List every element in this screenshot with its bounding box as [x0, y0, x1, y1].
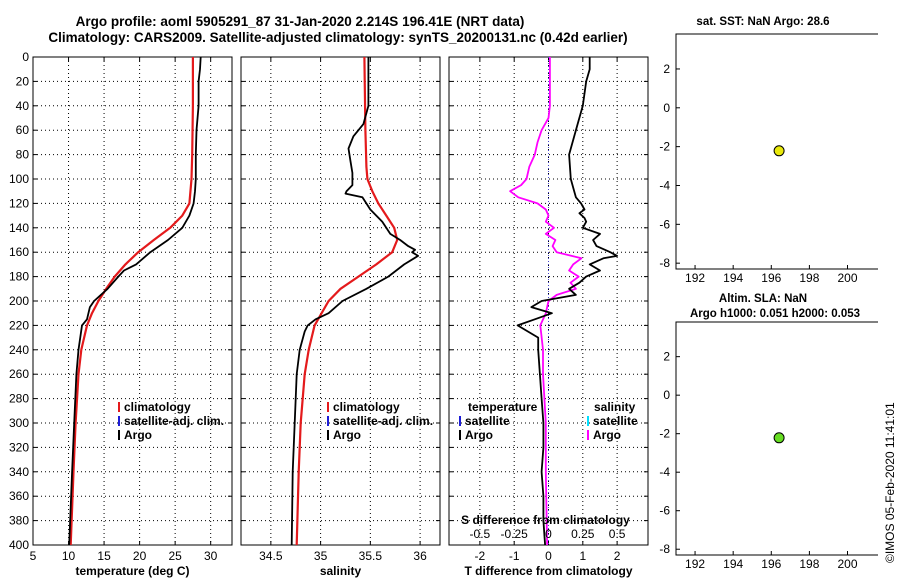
sla-x-tick-label: 192 [685, 557, 705, 571]
salinity-x-tick-label: 36 [413, 549, 427, 563]
sla-y-tick-label: -6 [659, 504, 670, 518]
depth-tick-label: 120 [9, 196, 29, 210]
sla-y-tick-label: -4 [659, 465, 670, 479]
depth-tick-label: 160 [9, 245, 29, 259]
temperature-x-tick-label: 15 [97, 549, 111, 563]
salinity-difference-tick-label: 0.5 [609, 527, 626, 541]
sla-y-tick-label: -8 [659, 542, 670, 556]
sla-position-marker [773, 432, 785, 444]
depth-tick-label: 300 [9, 416, 29, 430]
salinity-argo-line [290, 57, 420, 546]
temperature-climatology-line [69, 57, 194, 546]
salinity-x-axis-label: salinity [320, 564, 362, 578]
depth-tick-label: 260 [9, 367, 29, 381]
depth-tick-label: 200 [9, 294, 29, 308]
temperature-legend-title: temperature [468, 400, 538, 414]
temperature-difference-line [516, 57, 618, 546]
depth-tick-label: 140 [9, 221, 29, 235]
sst-title: sat. SST: NaN Argo: 28.6 [696, 16, 829, 28]
salinity-difference-line [509, 57, 583, 546]
difference-temperature-legend-label: satellite [465, 414, 510, 428]
depth-tick-label: 280 [9, 392, 29, 406]
difference-x-tick-label: 2 [614, 549, 621, 563]
difference-x-axis-label: T difference from climatology [464, 564, 632, 578]
sst-x-tick-label: 192 [685, 271, 705, 285]
temperature-argo-line [68, 56, 202, 546]
salinity-difference-tick-label: -0.25 [501, 527, 529, 541]
salinity-difference-tick-label: 0 [545, 527, 552, 541]
sst-axes [675, 33, 878, 270]
title-line-1: Argo profile: aoml 5905291_87 31-Jan-202… [76, 14, 525, 29]
sst-position-marker [773, 145, 785, 157]
temperature-legend-label: satellite-adj. clim. [124, 414, 224, 428]
sst-x-tick-label: 194 [723, 271, 743, 285]
temperature-legend-label: climatology [124, 400, 191, 414]
difference-x-tick-label: 1 [579, 549, 586, 563]
temperature-x-tick-label: 25 [168, 549, 182, 563]
sst-x-tick-label: 196 [761, 271, 781, 285]
temperature-x-tick-label: 30 [204, 549, 218, 563]
temperature-legend-label: Argo [124, 428, 152, 442]
salinity-x-tick-label: 35.5 [359, 549, 383, 563]
sla-y-tick-label: -2 [659, 427, 670, 441]
depth-tick-label: 400 [9, 538, 29, 552]
salinity-legend-label: Argo [333, 428, 361, 442]
sla-y-tick-label: 0 [663, 388, 670, 402]
depth-tick-label: 360 [9, 489, 29, 503]
depth-tick-label: 100 [9, 172, 29, 186]
salinity-climatology-line [295, 56, 399, 546]
sst-x-tick-label: 198 [799, 271, 819, 285]
temperature-x-tick-label: 20 [133, 549, 147, 563]
depth-tick-label: 220 [9, 318, 29, 332]
sst-y-tick-label: 0 [663, 101, 670, 115]
difference-x-tick-label: -2 [475, 549, 486, 563]
title-line-2: Climatology: CARS2009. Satellite-adjuste… [48, 30, 627, 45]
depth-tick-label: 60 [16, 123, 30, 137]
sst-y-tick-label: 2 [663, 62, 670, 76]
depth-tick-label: 40 [16, 99, 30, 113]
depth-tick-label: 320 [9, 440, 29, 454]
sla-x-tick-label: 194 [723, 557, 743, 571]
sla-x-tick-label: 196 [761, 557, 781, 571]
salinity-legend-label: satellite-adj. clim. [333, 414, 433, 428]
depth-tick-label: 380 [9, 514, 29, 528]
plots: 0204060801001201401601802002202402602803… [9, 16, 878, 578]
difference-x-tick-label: 0 [545, 549, 552, 563]
salinity-legend-label: climatology [333, 400, 400, 414]
sla-y-tick-label: 2 [663, 350, 670, 364]
sst-x-tick-label: 200 [837, 271, 857, 285]
sst-y-tick-label: -2 [659, 140, 670, 154]
difference-salinity-legend-label: Argo [593, 428, 621, 442]
salinity-difference-tick-label: 0.25 [571, 527, 595, 541]
sla-x-tick-label: 198 [799, 557, 819, 571]
depth-tick-label: 0 [22, 50, 29, 64]
salinity-x-tick-label: 34.5 [259, 549, 283, 563]
sst-y-tick-label: -6 [659, 217, 670, 231]
difference-x-tick-label: -1 [509, 549, 520, 563]
sst-y-tick-label: -8 [659, 256, 670, 270]
depth-tick-label: 340 [9, 465, 29, 479]
temperature-frame [32, 56, 233, 546]
depth-tick-label: 20 [16, 74, 30, 88]
sla-axes [675, 321, 878, 556]
depth-tick-label: 80 [16, 148, 30, 162]
difference-temperature-legend-label: Argo [465, 428, 493, 442]
salinity-difference-axis-label: S difference from climatology [461, 513, 630, 527]
credit-stamp: ©IMOS 05-Feb-2020 11:41:01 [883, 402, 897, 563]
temperature-x-axis-label: temperature (deg C) [75, 564, 189, 578]
salinity-legend-title: salinity [594, 400, 636, 414]
sla-x-tick-label: 200 [837, 557, 857, 571]
salinity-difference-tick-label: -0.5 [470, 527, 491, 541]
sst-y-tick-label: -4 [659, 178, 670, 192]
sla-title: Altim. SLA: NaN [719, 293, 807, 305]
temperature-x-tick-label: 10 [62, 549, 76, 563]
sla-subtitle: Argo h1000: 0.051 h2000: 0.053 [690, 308, 860, 320]
difference-salinity-legend-label: satellite [593, 414, 638, 428]
salinity-x-tick-label: 35 [314, 549, 328, 563]
depth-tick-label: 240 [9, 343, 29, 357]
depth-tick-label: 180 [9, 270, 29, 284]
temperature-x-tick-label: 5 [30, 549, 37, 563]
